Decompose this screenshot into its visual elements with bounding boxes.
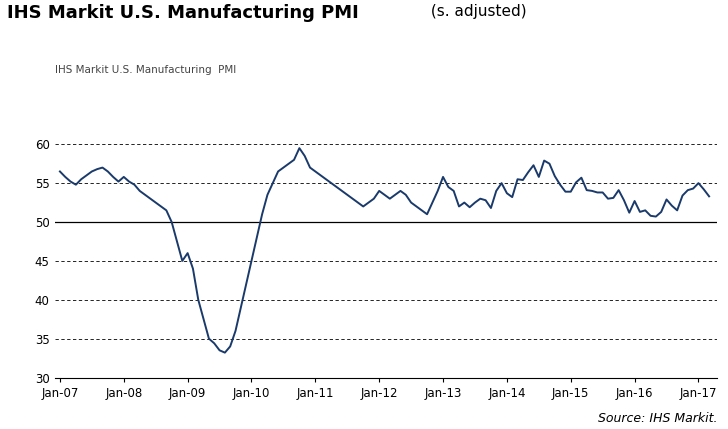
Text: IHS Markit U.S. Manufacturing  PMI: IHS Markit U.S. Manufacturing PMI	[55, 65, 236, 75]
Text: (s. adjusted): (s. adjusted)	[426, 4, 526, 19]
Text: IHS Markit U.S. Manufacturing PMI: IHS Markit U.S. Manufacturing PMI	[7, 4, 359, 22]
Text: Source: IHS Markit.: Source: IHS Markit.	[598, 412, 717, 425]
